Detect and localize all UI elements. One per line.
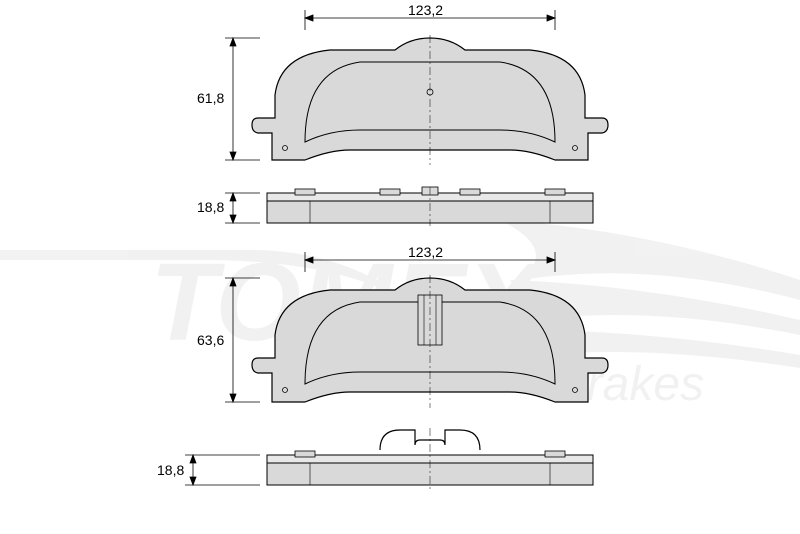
top-pad-side	[267, 187, 593, 226]
bottom-pad-side	[267, 428, 593, 490]
dim-bottom-thickness	[185, 455, 260, 485]
label-bottom-width: 123,2	[408, 244, 443, 260]
label-top-thickness: 18,8	[197, 199, 224, 215]
label-top-height: 61,8	[197, 90, 224, 106]
technical-drawing: TOMEX brakes	[0, 0, 800, 534]
label-top-width: 123,2	[408, 2, 443, 18]
top-pad-face	[252, 35, 608, 165]
bottom-pad-face	[252, 275, 608, 408]
dim-top-height	[225, 38, 260, 160]
label-bottom-thickness: 18,8	[157, 462, 184, 478]
dim-top-thickness	[225, 193, 260, 223]
label-bottom-height: 63,6	[197, 332, 224, 348]
